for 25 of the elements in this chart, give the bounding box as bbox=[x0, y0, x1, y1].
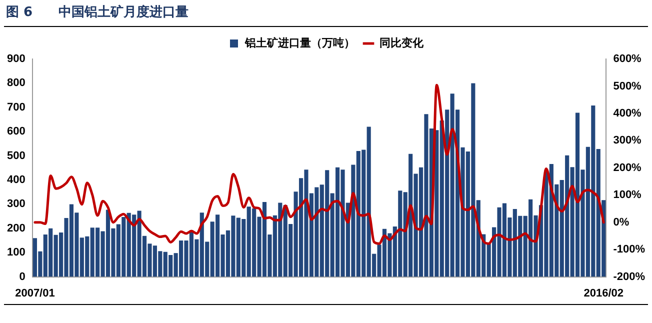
y-tick-label: 500 bbox=[6, 150, 26, 162]
x-tick-label: 2007/01 bbox=[15, 287, 55, 300]
x-tick-label: 2016/02 bbox=[584, 287, 624, 300]
y2-tick-label: 300% bbox=[613, 134, 642, 147]
y-tick-label: 300 bbox=[6, 198, 26, 210]
y2-tick-label: 400% bbox=[613, 107, 642, 120]
y2-tick-label: 600% bbox=[613, 53, 642, 66]
y-tick-label: 100 bbox=[6, 246, 26, 259]
line-series bbox=[34, 84, 605, 245]
y2-tick-label: 500% bbox=[613, 80, 642, 92]
y-tick-label: 0 bbox=[19, 270, 26, 283]
y2-tick-label: 100% bbox=[613, 189, 642, 202]
y-tick-label: 800 bbox=[6, 77, 26, 90]
y-tick-label: 900 bbox=[6, 53, 26, 66]
chart-title: 图 6 中国铝土矿月度进口量 bbox=[6, 4, 189, 21]
y-tick-label: 200 bbox=[6, 222, 26, 234]
y2-tick-label: -200% bbox=[613, 270, 646, 283]
y-tick-label: 400 bbox=[6, 174, 26, 186]
y-tick-label: 700 bbox=[6, 101, 26, 114]
legend-label: 同比变化 bbox=[380, 36, 424, 50]
y-tick-label: 600 bbox=[6, 126, 26, 138]
y2-tick-label: 0% bbox=[613, 216, 630, 228]
legend-label: 铝土矿进口量（万吨） bbox=[244, 36, 355, 50]
y2-tick-label: -100% bbox=[613, 244, 646, 256]
y2-tick-label: 200% bbox=[613, 162, 642, 174]
